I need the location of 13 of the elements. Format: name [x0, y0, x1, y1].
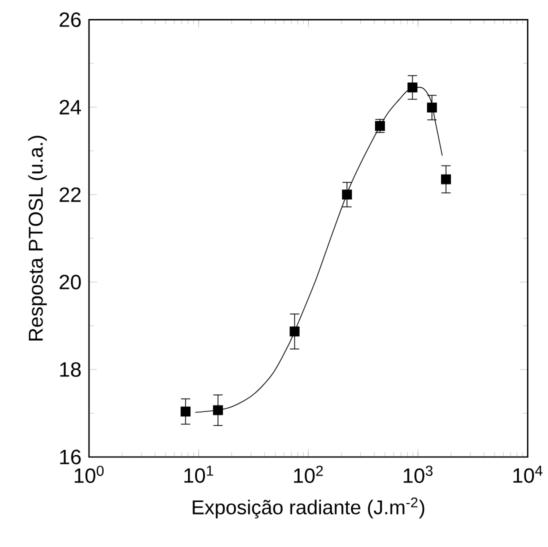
- y-tick-label: 20: [60, 274, 81, 290]
- x-tick-label: 10$^{3}$: [404, 466, 433, 483]
- y-tick-label: 24: [60, 100, 82, 114]
- y-axis-title: Resposta PTOSL (u.a.): [28, 136, 47, 340]
- y-tick-label: 16: [60, 450, 81, 464]
- y-tick-label: 18: [60, 362, 81, 377]
- y-tick-label: 26: [60, 12, 81, 27]
- x-tick-label: 10$^{4}$: [513, 466, 542, 483]
- x-axis-title: Exposição radiante (J.m$^{-2}$): [192, 497, 424, 518]
- y-tick-label: 22: [60, 187, 81, 202]
- x-tick-label: 10$^{2}$: [294, 466, 323, 483]
- x-tick-label: 10$^{1}$: [184, 466, 214, 483]
- x-tick-label: 10$^{0}$: [74, 466, 104, 483]
